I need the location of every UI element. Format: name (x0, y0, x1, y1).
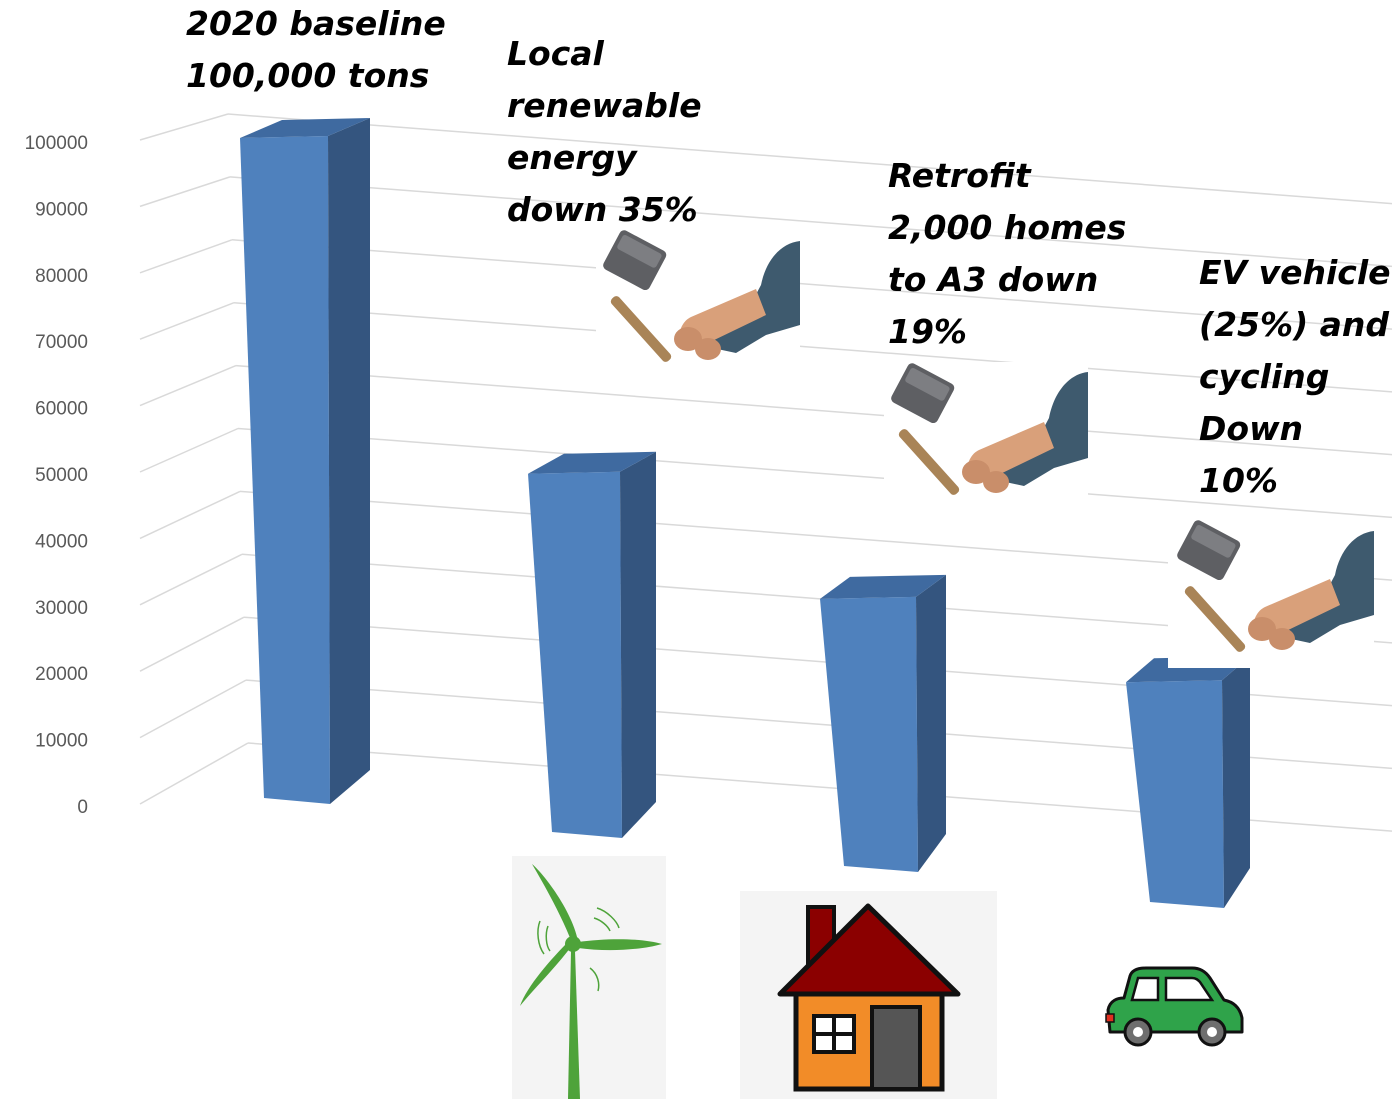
gridline-diagonal (139, 239, 233, 274)
bar-top (240, 118, 370, 138)
gridline (227, 113, 1392, 205)
gridline (237, 427, 1392, 519)
sledgehammer-arm-icon (884, 362, 1088, 508)
y-tick-label: 40000 (35, 531, 88, 552)
gridline-diagonal (139, 427, 239, 473)
y-tick-label: 80000 (35, 266, 88, 287)
gridline (233, 301, 1392, 393)
sledgehammer-arm-icon (1168, 517, 1374, 668)
y-tick-label: 0 (77, 797, 88, 818)
wind-turbine-icon (512, 856, 666, 1099)
gridline-diagonal (139, 364, 237, 407)
gridline (235, 364, 1392, 456)
gridline-diagonal (139, 742, 249, 805)
gridline-diagonal (139, 679, 247, 739)
car-icon (1105, 966, 1244, 1047)
bar-side (916, 574, 946, 872)
bar-front (1126, 680, 1224, 908)
gridline (229, 176, 1392, 268)
bar-front (528, 471, 622, 838)
bar-side (1222, 656, 1250, 908)
y-tick-label: 50000 (35, 465, 88, 486)
gridline-diagonal (139, 553, 243, 606)
gridline-diagonal (139, 113, 229, 141)
bar-front (240, 136, 330, 804)
bar-side (620, 451, 656, 838)
gridline (231, 239, 1392, 330)
y-tick-label: 100000 (25, 133, 88, 154)
y-tick-label: 10000 (35, 731, 88, 752)
annotation-renewable: Local renewable energy down 35% (507, 34, 702, 229)
annotation-baseline: 2020 baseline 100,000 tons (186, 4, 446, 95)
y-tick-label: 90000 (35, 199, 88, 220)
gridline-diagonal (139, 302, 235, 340)
bar-top (820, 574, 946, 599)
y-tick-label: 60000 (35, 399, 88, 420)
bar-top (528, 451, 656, 474)
bar-front (820, 596, 918, 872)
annotation-retrofit: Retrofit 2,000 homes to A3 down 19% (888, 156, 1127, 351)
y-tick-label: 20000 (35, 664, 88, 685)
gridline-diagonal (139, 616, 245, 672)
gridline-diagonal (139, 490, 241, 540)
house-icon (740, 891, 997, 1099)
y-tick-label: 30000 (35, 598, 88, 619)
y-tick-label: 70000 (35, 332, 88, 353)
annotation-ev: EV vehicle (25%) and cycling Down 10% (1199, 253, 1391, 500)
bar-side (328, 118, 370, 804)
gridline-diagonal (139, 176, 231, 208)
sledgehammer-arm-icon (596, 225, 800, 376)
